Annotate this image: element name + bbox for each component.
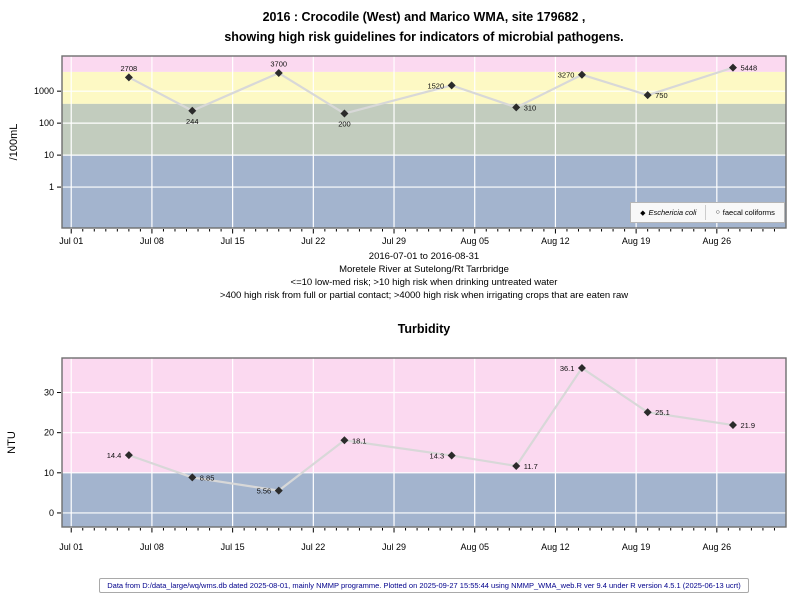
y-tick-label: 10	[44, 468, 54, 478]
x-tick-label: Jul 08	[140, 236, 164, 246]
data-point-marker	[124, 451, 133, 460]
page-title: 2016 : Crocodile (West) and Marico WMA, …	[48, 7, 800, 47]
data-point-marker	[274, 486, 283, 495]
legend-label-faecal: faecal coliforms	[722, 208, 775, 217]
y-tick-label: 1	[49, 182, 54, 192]
page-title-line1: 2016 : Crocodile (West) and Marico WMA, …	[262, 10, 586, 24]
x-tick-label: Aug 05	[460, 236, 489, 246]
y-tick-label: 0	[49, 508, 54, 518]
y-tick-label: 100	[39, 118, 54, 128]
legend-item-faecal: ○ faecal coliforms	[713, 208, 778, 217]
data-point-label: 3700	[270, 60, 287, 69]
risk-band-yellow	[62, 71, 786, 104]
legend-item-ecoli: ◆ Eschericia coli	[637, 208, 699, 217]
x-tick-label: Aug 26	[703, 236, 732, 246]
x-tick-label: Jul 29	[382, 542, 406, 552]
data-point-label: 36.1	[560, 364, 575, 373]
data-point-label: 244	[186, 117, 199, 126]
data-point-label: 200	[338, 120, 351, 129]
x-tick-label: Jul 29	[382, 236, 406, 246]
filled-diamond-icon: ◆	[640, 209, 646, 217]
data-point-label: 25.1	[655, 408, 670, 417]
data-point-marker	[643, 408, 652, 417]
x-tick-label: Jul 15	[221, 236, 245, 246]
y-tick-label: 30	[44, 388, 54, 398]
legend-divider	[705, 205, 707, 220]
y-tick-label: 1000	[34, 86, 54, 96]
x-tick-label: Jul 01	[59, 542, 83, 552]
plot-border	[61, 55, 787, 229]
y-tick-label: 10	[44, 150, 54, 160]
data-point-label: 310	[524, 103, 537, 112]
risk-band-pink	[62, 56, 786, 72]
x-tick-label: Aug 05	[460, 542, 489, 552]
risk-band-green	[62, 103, 786, 156]
page-title-line2: showing high risk guidelines for indicat…	[224, 30, 624, 44]
turbidity-title: Turbidity	[397, 322, 451, 336]
data-point-marker	[728, 421, 737, 430]
date-range-label: 2016-07-01 to 2016-08-31	[368, 251, 480, 262]
data-point-label: 750	[655, 91, 668, 100]
data-point-marker	[124, 73, 133, 82]
data-point-label: 3270	[558, 71, 575, 80]
data-point-label: 1520	[427, 81, 444, 90]
legend: ◆ Eschericia coli ○ faecal coliforms	[630, 202, 785, 223]
footer-provenance-text: Data from D:/data_large/wq/wms.db dated …	[99, 578, 749, 593]
data-point-marker	[274, 69, 283, 78]
data-point-label: 14.3	[430, 452, 445, 461]
data-point-marker	[512, 461, 521, 470]
data-point-label: 5.56	[257, 487, 272, 496]
legend-label-ecoli: Eschericia coli	[648, 208, 697, 217]
risk-band-pink	[62, 358, 786, 473]
subtitle-block: 2016-07-01 to 2016-08-31 Moretele River …	[48, 250, 800, 302]
x-tick-label: Jul 01	[59, 236, 83, 246]
data-point-marker	[728, 63, 737, 72]
data-point-label: 8.85	[200, 473, 215, 482]
data-point-marker	[340, 436, 349, 445]
x-tick-label: Jul 22	[301, 542, 325, 552]
y-axis-label: NTU	[6, 431, 18, 454]
data-point-marker	[340, 109, 349, 118]
data-point-marker	[188, 473, 197, 482]
risk-guideline-line1: <=10 low-med risk; >10 high risk when dr…	[290, 277, 558, 288]
x-tick-label: Jul 15	[221, 542, 245, 552]
x-tick-label: Jul 08	[140, 542, 164, 552]
data-point-marker	[643, 91, 652, 100]
data-point-label: 2708	[121, 64, 138, 73]
data-point-label: 14.4	[107, 451, 122, 460]
x-tick-label: Aug 19	[622, 542, 651, 552]
y-axis-label: /100mL	[8, 124, 20, 161]
x-tick-label: Jul 22	[301, 236, 325, 246]
data-point-label: 5448	[740, 64, 757, 73]
footer: Data from D:/data_large/wq/wms.db dated …	[48, 575, 800, 593]
data-point-marker	[447, 451, 456, 460]
data-point-label: 11.7	[524, 462, 538, 471]
data-point-label: 21.9	[740, 421, 755, 430]
data-point-label: 18.1	[352, 436, 367, 445]
x-tick-label: Aug 12	[541, 236, 570, 246]
site-name-label: Moretele River at Sutelong/Rt Tarrbridge	[339, 264, 509, 275]
x-tick-label: Aug 26	[703, 542, 732, 552]
data-point-marker	[512, 103, 521, 112]
data-point-marker	[577, 70, 586, 79]
plot-border	[61, 357, 787, 528]
data-point-marker	[188, 106, 197, 115]
y-tick-label: 20	[44, 428, 54, 438]
x-tick-label: Aug 12	[541, 542, 570, 552]
data-point-marker	[447, 81, 456, 90]
open-circle-icon: ○	[715, 209, 720, 216]
data-point-marker	[577, 364, 586, 373]
x-tick-label: Aug 19	[622, 236, 651, 246]
risk-band-blue	[62, 472, 786, 527]
risk-guideline-line2: >400 high risk from full or partial cont…	[219, 290, 629, 301]
